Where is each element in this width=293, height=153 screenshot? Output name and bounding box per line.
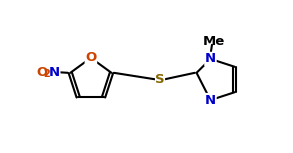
Text: 2: 2 — [43, 69, 50, 79]
Text: N: N — [205, 52, 216, 65]
Text: O: O — [85, 51, 96, 64]
Text: O: O — [36, 66, 48, 79]
Text: N: N — [49, 66, 60, 79]
Text: Me: Me — [203, 35, 226, 48]
Text: N: N — [205, 94, 216, 107]
Text: S: S — [155, 73, 165, 86]
